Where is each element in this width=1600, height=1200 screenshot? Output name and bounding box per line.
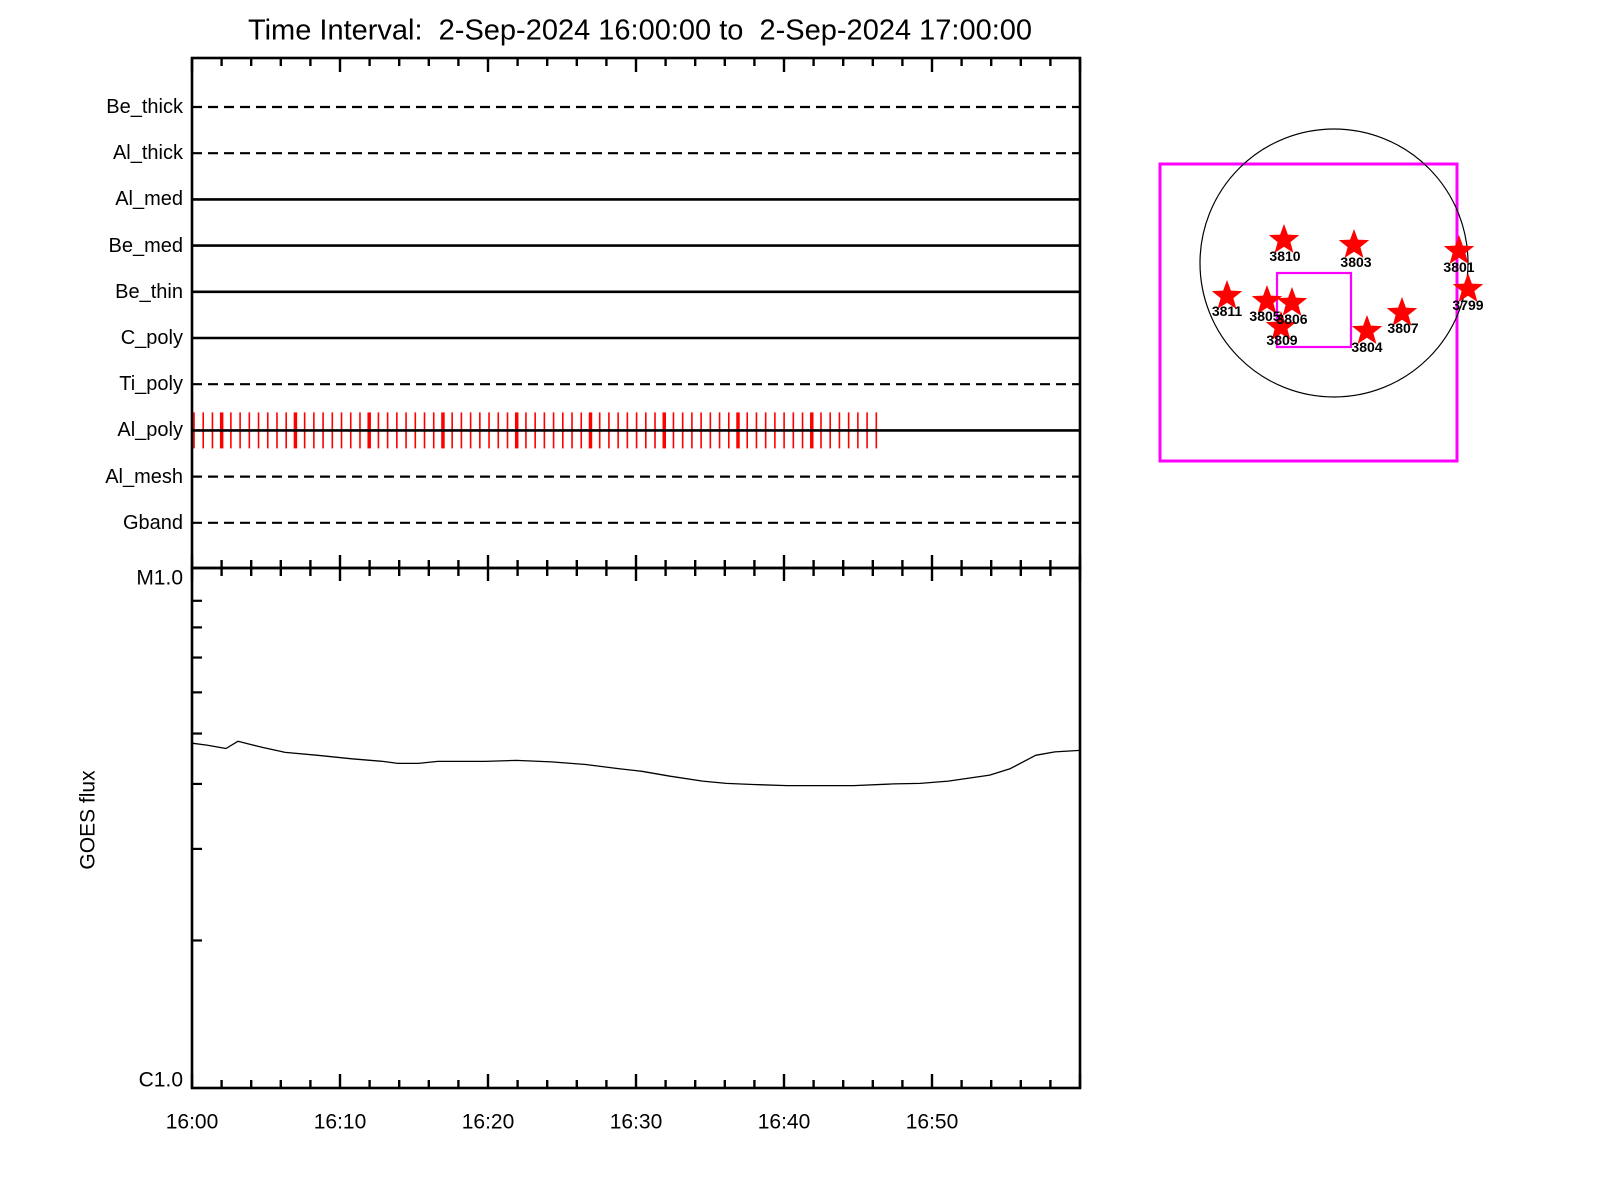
active-region-star-3809 (1265, 311, 1297, 340)
filter-timeline-panel-border (190, 56, 1082, 570)
channel-label-Gband: Gband (122, 511, 183, 534)
channel-label-Al_med: Al_med (115, 188, 183, 211)
time-tick-label: 16:10 (313, 1110, 367, 1134)
active-region-label-3804: 3804 (1351, 339, 1383, 355)
goes-curve-layer (191, 740, 1081, 787)
time-tick-label: 16:50 (905, 1110, 959, 1134)
time-tick-label: 16:40 (757, 1110, 811, 1134)
channel-label-Al_poly: Al_poly (117, 419, 183, 442)
active-region-label-3809: 3809 (1266, 332, 1298, 348)
active-region-label-3806: 3806 (1276, 311, 1308, 327)
solar-map-layer (1158, 128, 1484, 463)
active-region-label-3799: 3799 (1452, 297, 1484, 313)
active-region-star-3810 (1268, 224, 1300, 253)
active-region-label-3811: 3811 (1211, 303, 1243, 319)
channel-lines-layer (192, 105, 1080, 524)
active-region-star-3806 (1276, 287, 1308, 316)
channel-label-Al_thick: Al_thick (112, 142, 183, 165)
active-region-star-3811 (1211, 280, 1243, 309)
active-region-star-3801 (1443, 235, 1475, 264)
time-tick-label: 16:00 (165, 1110, 219, 1134)
goes-y-top-label: M1.0 (136, 566, 183, 590)
goes-y-bottom-label: C1.0 (138, 1068, 183, 1092)
active-region-star-3803 (1338, 229, 1370, 258)
channel-label-C_poly: C_poly (120, 327, 183, 349)
fov-box-large (1158, 162, 1459, 463)
channel-label-Be_med: Be_med (108, 234, 184, 257)
goes-flux-curve (191, 740, 1081, 787)
goes-flux-panel-border (190, 566, 1082, 1090)
active-region-star-3799 (1452, 273, 1484, 302)
active-region-star-3805 (1251, 285, 1283, 314)
active-region-label-3807: 3807 (1387, 320, 1419, 336)
channel-label-Ti_poly: Ti_poly (119, 373, 183, 396)
solar-disk (1199, 128, 1469, 398)
time-tick-label: 16:20 (461, 1110, 515, 1134)
fov-box-small (1275, 271, 1353, 349)
active-region-star-3807 (1386, 297, 1418, 326)
active-region-label-3803: 3803 (1340, 254, 1372, 270)
active-region-label-3810: 3810 (1269, 248, 1301, 264)
active-region-label-3801: 3801 (1443, 259, 1475, 275)
active-region-star-3804 (1351, 315, 1383, 344)
axis-ticks-layer (190, 58, 1082, 1088)
plot-title: Time Interval: 2-Sep-2024 16:00:00 to 2-… (247, 14, 1033, 47)
time-tick-label: 16:30 (609, 1110, 663, 1134)
channel-label-Be_thin: Be_thin (115, 280, 183, 303)
channel-label-Be_thick: Be_thick (106, 96, 183, 118)
goes-axis-title: GOES flux (76, 770, 100, 870)
active-region-label-3805: 3805 (1249, 308, 1281, 324)
channel-label-Al_mesh: Al_mesh (105, 465, 183, 488)
